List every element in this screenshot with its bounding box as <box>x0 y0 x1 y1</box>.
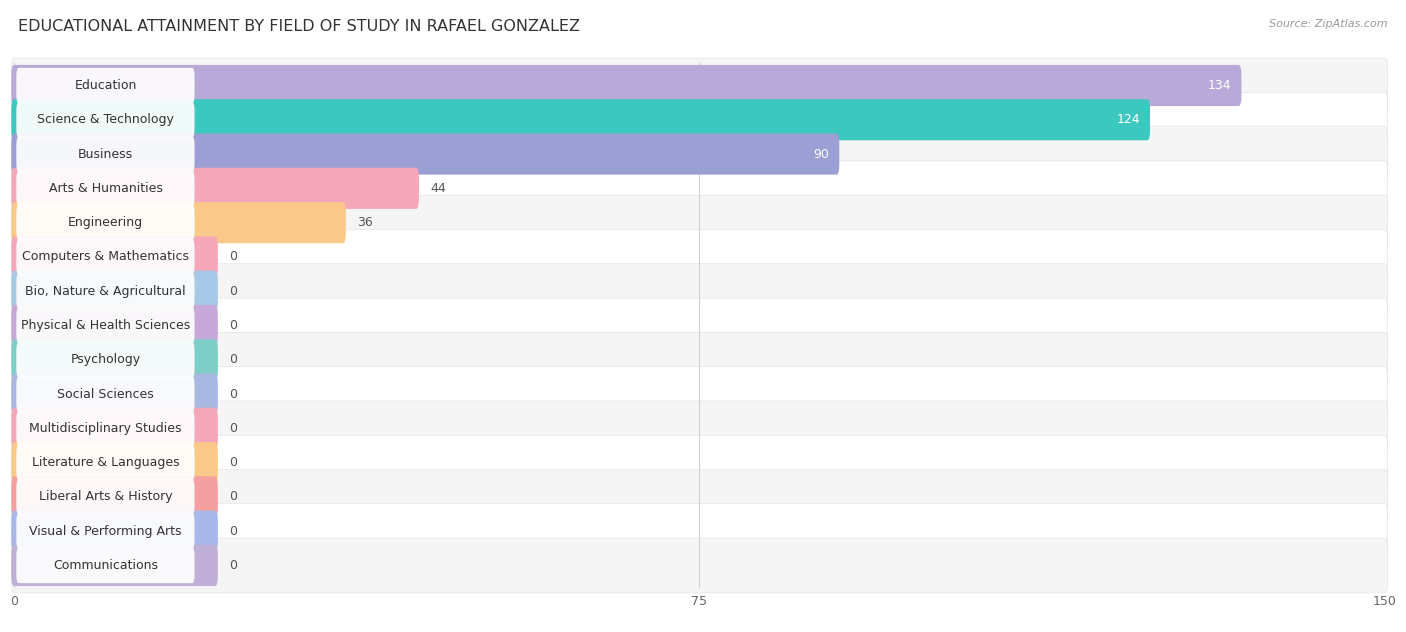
Text: 0: 0 <box>229 250 236 264</box>
FancyBboxPatch shape <box>11 305 218 346</box>
Text: 134: 134 <box>1208 79 1232 92</box>
Text: 0: 0 <box>229 490 236 504</box>
Text: Source: ZipAtlas.com: Source: ZipAtlas.com <box>1270 19 1388 29</box>
FancyBboxPatch shape <box>11 435 1388 490</box>
FancyBboxPatch shape <box>17 137 194 172</box>
FancyBboxPatch shape <box>11 470 1388 525</box>
FancyBboxPatch shape <box>11 332 1388 387</box>
FancyBboxPatch shape <box>11 195 1388 250</box>
FancyBboxPatch shape <box>11 229 1388 284</box>
Text: Science & Technology: Science & Technology <box>37 113 174 126</box>
FancyBboxPatch shape <box>11 99 1150 140</box>
FancyBboxPatch shape <box>11 236 218 277</box>
FancyBboxPatch shape <box>17 308 194 343</box>
Text: Education: Education <box>75 79 136 92</box>
Text: 0: 0 <box>229 387 236 401</box>
FancyBboxPatch shape <box>11 92 1388 147</box>
FancyBboxPatch shape <box>11 58 1388 113</box>
Text: Engineering: Engineering <box>67 216 143 229</box>
Text: Bio, Nature & Agricultural: Bio, Nature & Agricultural <box>25 284 186 298</box>
FancyBboxPatch shape <box>11 374 218 415</box>
Text: Visual & Performing Arts: Visual & Performing Arts <box>30 525 181 538</box>
FancyBboxPatch shape <box>17 274 194 309</box>
Text: Arts & Humanities: Arts & Humanities <box>49 182 162 195</box>
Text: Communications: Communications <box>53 559 157 572</box>
FancyBboxPatch shape <box>17 479 194 514</box>
FancyBboxPatch shape <box>11 298 1388 353</box>
FancyBboxPatch shape <box>17 240 194 274</box>
Text: Literature & Languages: Literature & Languages <box>32 456 179 469</box>
FancyBboxPatch shape <box>11 545 218 586</box>
FancyBboxPatch shape <box>11 167 419 209</box>
FancyBboxPatch shape <box>11 202 346 243</box>
FancyBboxPatch shape <box>11 477 218 518</box>
Text: 0: 0 <box>229 422 236 435</box>
Text: 44: 44 <box>430 182 446 195</box>
Text: 0: 0 <box>229 525 236 538</box>
FancyBboxPatch shape <box>17 102 194 137</box>
FancyBboxPatch shape <box>17 377 194 411</box>
Text: Social Sciences: Social Sciences <box>58 387 153 401</box>
Text: 0: 0 <box>229 319 236 332</box>
FancyBboxPatch shape <box>11 161 1388 216</box>
FancyBboxPatch shape <box>11 270 218 312</box>
FancyBboxPatch shape <box>17 171 194 206</box>
FancyBboxPatch shape <box>11 339 218 380</box>
FancyBboxPatch shape <box>11 264 1388 319</box>
Text: 36: 36 <box>357 216 373 229</box>
FancyBboxPatch shape <box>11 504 1388 559</box>
FancyBboxPatch shape <box>11 401 1388 456</box>
Text: 0: 0 <box>229 559 236 572</box>
Text: Computers & Mathematics: Computers & Mathematics <box>22 250 188 264</box>
Text: EDUCATIONAL ATTAINMENT BY FIELD OF STUDY IN RAFAEL GONZALEZ: EDUCATIONAL ATTAINMENT BY FIELD OF STUDY… <box>18 19 581 34</box>
FancyBboxPatch shape <box>11 367 1388 422</box>
FancyBboxPatch shape <box>11 442 218 483</box>
Text: 0: 0 <box>229 353 236 367</box>
FancyBboxPatch shape <box>11 538 1388 593</box>
FancyBboxPatch shape <box>17 445 194 480</box>
Text: 0: 0 <box>229 456 236 469</box>
FancyBboxPatch shape <box>11 126 1388 181</box>
Text: Psychology: Psychology <box>70 353 141 367</box>
FancyBboxPatch shape <box>17 548 194 583</box>
FancyBboxPatch shape <box>11 408 218 449</box>
FancyBboxPatch shape <box>17 514 194 549</box>
Text: Multidisciplinary Studies: Multidisciplinary Studies <box>30 422 181 435</box>
FancyBboxPatch shape <box>17 411 194 446</box>
FancyBboxPatch shape <box>17 205 194 240</box>
Text: 0: 0 <box>229 284 236 298</box>
FancyBboxPatch shape <box>11 133 839 174</box>
FancyBboxPatch shape <box>17 68 194 103</box>
Text: 90: 90 <box>814 147 830 161</box>
Text: Physical & Health Sciences: Physical & Health Sciences <box>21 319 190 332</box>
Text: 124: 124 <box>1116 113 1140 126</box>
FancyBboxPatch shape <box>17 342 194 377</box>
FancyBboxPatch shape <box>11 65 1241 106</box>
Text: Business: Business <box>77 147 134 161</box>
FancyBboxPatch shape <box>11 511 218 552</box>
Text: Liberal Arts & History: Liberal Arts & History <box>38 490 173 504</box>
